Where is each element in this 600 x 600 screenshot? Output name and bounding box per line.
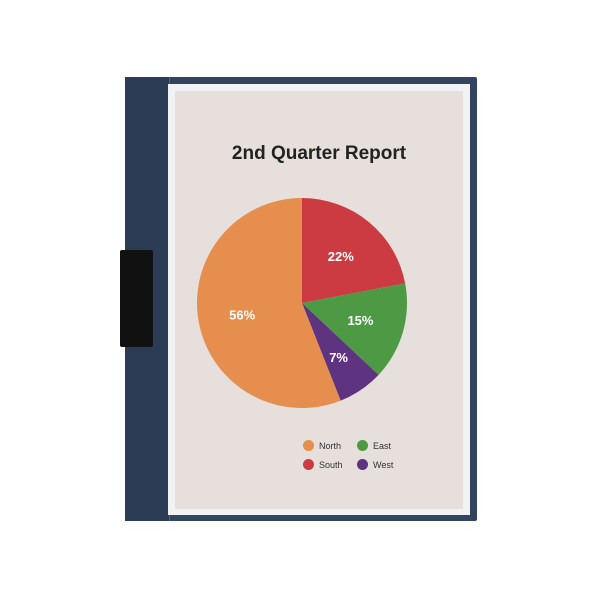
pie-slice-south <box>302 198 406 303</box>
data-label-east: 15% <box>347 313 373 328</box>
legend-swatch <box>303 440 314 451</box>
pie-slice-north <box>197 198 341 408</box>
legend-label: East <box>373 440 392 451</box>
data-label-south: 22% <box>328 249 354 264</box>
legend-label: West <box>373 459 394 470</box>
legend-label: South <box>319 459 343 470</box>
pie-slice-west <box>302 303 379 401</box>
legend-north: North <box>303 440 341 451</box>
chart-title: 2nd Quarter Report <box>231 143 407 164</box>
data-label-north: 56% <box>229 307 255 322</box>
binding-clip[interactable] <box>120 250 153 347</box>
legend-west: West <box>357 459 393 470</box>
legend-swatch <box>357 440 368 451</box>
pie-slice-east <box>302 283 408 375</box>
legend-swatch <box>357 459 368 470</box>
legend-south: South <box>303 459 343 470</box>
legend-label: North <box>319 440 342 451</box>
legend-swatch <box>303 459 314 470</box>
data-label-west: 7% <box>329 350 348 365</box>
legend-east: East <box>357 440 391 451</box>
